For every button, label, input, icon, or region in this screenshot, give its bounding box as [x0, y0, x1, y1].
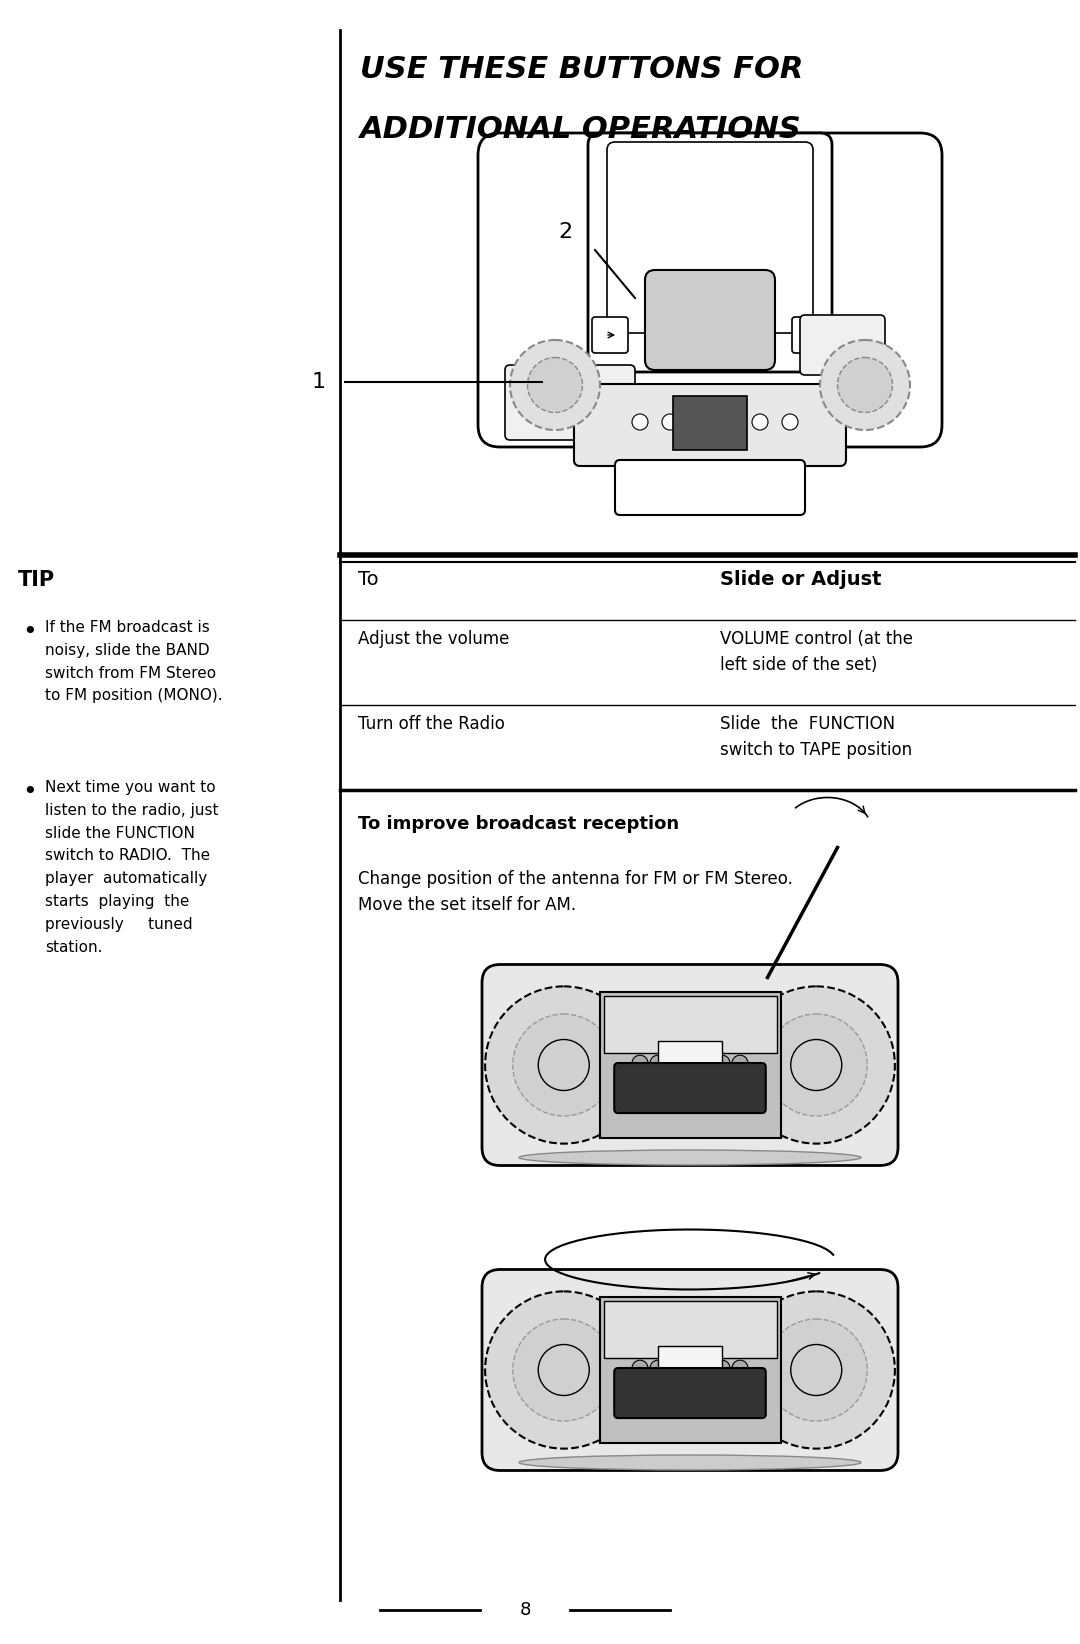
FancyBboxPatch shape	[615, 460, 805, 515]
Text: To improve broadcast reception: To improve broadcast reception	[359, 815, 679, 834]
FancyBboxPatch shape	[516, 380, 545, 404]
Ellipse shape	[485, 1292, 643, 1448]
Circle shape	[632, 414, 648, 431]
Circle shape	[565, 386, 585, 408]
Circle shape	[752, 414, 768, 431]
Ellipse shape	[820, 340, 910, 431]
Text: To: To	[359, 570, 379, 589]
Circle shape	[732, 1055, 748, 1072]
Text: •: •	[22, 779, 37, 804]
Text: •: •	[22, 620, 37, 644]
FancyBboxPatch shape	[615, 1064, 766, 1113]
FancyBboxPatch shape	[592, 317, 627, 353]
Ellipse shape	[738, 986, 895, 1144]
Circle shape	[723, 414, 738, 431]
Text: 1: 1	[311, 372, 325, 391]
Ellipse shape	[766, 1318, 867, 1420]
FancyBboxPatch shape	[607, 141, 813, 334]
FancyBboxPatch shape	[604, 996, 777, 1054]
Ellipse shape	[538, 1039, 590, 1090]
FancyBboxPatch shape	[658, 1346, 723, 1391]
Text: Change position of the antenna for FM or FM Stereo.
Move the set itself for AM.: Change position of the antenna for FM or…	[359, 870, 793, 914]
Circle shape	[632, 1360, 648, 1376]
Circle shape	[692, 414, 708, 431]
Ellipse shape	[519, 1151, 861, 1166]
FancyBboxPatch shape	[673, 396, 747, 450]
FancyBboxPatch shape	[505, 365, 635, 441]
FancyBboxPatch shape	[599, 1297, 781, 1443]
Circle shape	[650, 1055, 666, 1072]
Text: 2: 2	[558, 222, 572, 242]
FancyBboxPatch shape	[599, 991, 781, 1138]
Ellipse shape	[538, 1345, 590, 1396]
Circle shape	[662, 414, 678, 431]
Ellipse shape	[485, 986, 643, 1144]
Ellipse shape	[791, 1039, 841, 1090]
FancyBboxPatch shape	[800, 316, 885, 375]
Ellipse shape	[513, 1014, 615, 1116]
FancyBboxPatch shape	[615, 1368, 766, 1419]
Circle shape	[714, 1360, 730, 1376]
Circle shape	[732, 1360, 748, 1376]
Ellipse shape	[738, 1292, 895, 1448]
FancyBboxPatch shape	[588, 133, 832, 372]
Ellipse shape	[837, 357, 892, 413]
Ellipse shape	[527, 357, 582, 413]
FancyBboxPatch shape	[478, 133, 942, 447]
Circle shape	[782, 414, 798, 431]
FancyBboxPatch shape	[482, 1269, 897, 1470]
Ellipse shape	[519, 1455, 861, 1470]
Text: Slide  the  FUNCTION
switch to TAPE position: Slide the FUNCTION switch to TAPE positi…	[720, 715, 913, 760]
Text: 8: 8	[519, 1601, 530, 1619]
Ellipse shape	[513, 1318, 615, 1420]
FancyBboxPatch shape	[482, 965, 897, 1166]
Ellipse shape	[766, 1014, 867, 1116]
FancyBboxPatch shape	[645, 270, 775, 370]
Text: Adjust the volume: Adjust the volume	[359, 630, 510, 648]
FancyBboxPatch shape	[604, 1300, 777, 1358]
FancyBboxPatch shape	[573, 385, 846, 465]
Text: VOLUME control (at the
left side of the set): VOLUME control (at the left side of the …	[720, 630, 914, 674]
Text: If the FM broadcast is
noisy, slide the BAND
switch from FM Stereo
to FM positio: If the FM broadcast is noisy, slide the …	[45, 620, 222, 704]
Circle shape	[632, 1055, 648, 1072]
Ellipse shape	[791, 1345, 841, 1396]
Text: ADDITIONAL OPERATIONS: ADDITIONAL OPERATIONS	[361, 115, 802, 145]
Text: Turn off the Radio: Turn off the Radio	[359, 715, 505, 733]
Text: USE THESE BUTTONS FOR: USE THESE BUTTONS FOR	[361, 54, 804, 84]
Circle shape	[714, 1055, 730, 1072]
Text: Next time you want to
listen to the radio, just
slide the FUNCTION
switch to RAD: Next time you want to listen to the radi…	[45, 779, 218, 955]
Ellipse shape	[510, 340, 600, 431]
Text: Slide or Adjust: Slide or Adjust	[720, 570, 881, 589]
Circle shape	[650, 1360, 666, 1376]
Text: TIP: TIP	[18, 570, 55, 590]
FancyBboxPatch shape	[792, 317, 828, 353]
FancyBboxPatch shape	[658, 1041, 723, 1085]
